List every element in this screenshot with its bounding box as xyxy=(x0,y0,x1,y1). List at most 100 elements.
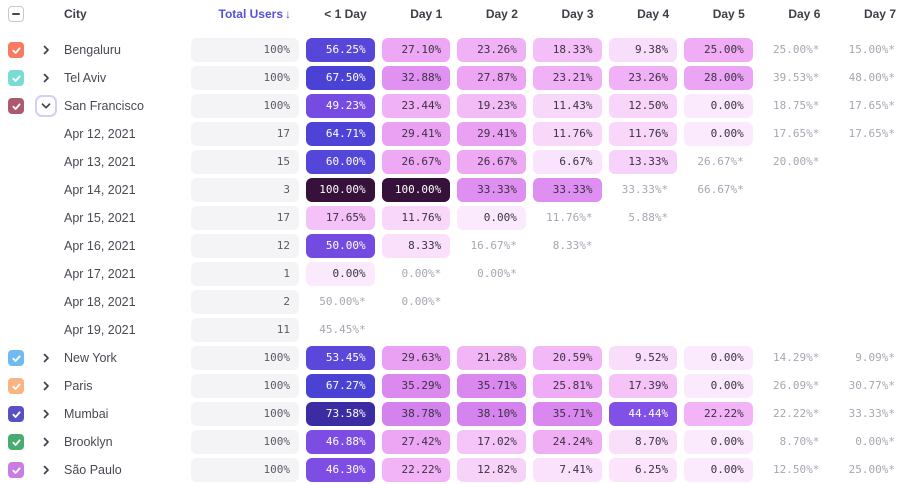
row-checkbox[interactable] xyxy=(8,70,24,86)
row-checkbox[interactable] xyxy=(8,42,24,58)
retention-cell[interactable]: 20.59% xyxy=(532,346,602,370)
retention-cell[interactable]: 35.29% xyxy=(381,374,451,398)
retention-cell[interactable]: 0.00% xyxy=(457,206,526,230)
column-header-day-3[interactable]: Day 3 xyxy=(561,7,594,21)
retention-cell[interactable]: 0.00% xyxy=(306,262,375,286)
retention-cell[interactable]: 32.88% xyxy=(381,66,451,90)
retention-cell[interactable]: 53.45% xyxy=(306,346,375,370)
retention-cell[interactable]: 28.00% xyxy=(684,66,753,90)
retention-cell[interactable]: 13.33% xyxy=(608,150,678,174)
retention-cell[interactable]: 33.33% xyxy=(457,178,526,202)
select-all-checkbox[interactable] xyxy=(8,6,24,22)
retention-cell[interactable]: 46.30% xyxy=(306,458,375,482)
retention-cell[interactable]: 17.39% xyxy=(608,374,678,398)
retention-cell[interactable]: 8.33% xyxy=(381,234,451,258)
retention-cell[interactable]: 11.76% xyxy=(608,122,678,146)
retention-cell[interactable]: 11.76% xyxy=(381,206,451,230)
retention-cell[interactable]: 60.00% xyxy=(306,150,375,174)
retention-cell[interactable]: 64.71% xyxy=(306,122,375,146)
retention-cell[interactable]: 67.50% xyxy=(306,66,375,90)
retention-cell[interactable]: 44.44% xyxy=(608,402,678,426)
retention-cell[interactable]: 19.23% xyxy=(457,94,526,118)
retention-cell[interactable]: 0.00% xyxy=(684,374,753,398)
retention-cell[interactable]: 17.02% xyxy=(457,430,526,454)
retention-cell[interactable]: 25.81% xyxy=(532,374,602,398)
retention-cell[interactable]: 0.00% xyxy=(684,430,753,454)
retention-cell[interactable]: 67.27% xyxy=(306,374,375,398)
retention-cell[interactable]: 22.22% xyxy=(684,402,753,426)
retention-cell[interactable]: 29.63% xyxy=(381,346,451,370)
chevron-right-icon[interactable] xyxy=(36,376,56,396)
retention-cell[interactable]: 23.44% xyxy=(381,94,451,118)
chevron-right-icon[interactable] xyxy=(36,404,56,424)
retention-cell[interactable]: 73.58% xyxy=(306,402,375,426)
retention-cell[interactable]: 21.28% xyxy=(457,346,526,370)
chevron-right-icon[interactable] xyxy=(36,68,56,88)
column-header-day-4[interactable]: Day 4 xyxy=(637,7,670,21)
column-header-total-users[interactable]: Total Users ↓ xyxy=(191,7,299,21)
row-checkbox[interactable] xyxy=(8,406,24,422)
chevron-right-icon[interactable] xyxy=(36,460,56,480)
retention-cell[interactable]: 17.65% xyxy=(306,206,375,230)
retention-cell[interactable]: 33.33% xyxy=(532,178,602,202)
chevron-right-icon[interactable] xyxy=(36,348,56,368)
retention-cell[interactable]: 27.10% xyxy=(381,38,451,62)
retention-cell-estimate: 45.45%* xyxy=(319,323,366,336)
retention-cell[interactable]: 49.23% xyxy=(306,94,375,118)
retention-cell[interactable]: 38.10% xyxy=(457,402,526,426)
retention-cell[interactable]: 50.00% xyxy=(306,234,375,258)
chevron-right-icon[interactable] xyxy=(36,40,56,60)
retention-cell[interactable]: 0.00% xyxy=(684,346,753,370)
chevron-down-icon[interactable] xyxy=(35,95,57,117)
retention-cell[interactable]: 23.26% xyxy=(457,38,526,62)
retention-cell[interactable]: 27.87% xyxy=(457,66,526,90)
retention-cell[interactable]: 29.41% xyxy=(457,122,526,146)
retention-cell[interactable]: 56.25% xyxy=(306,38,375,62)
retention-cell[interactable]: 38.78% xyxy=(381,402,451,426)
row-checkbox[interactable] xyxy=(8,350,24,366)
row-checkbox[interactable] xyxy=(8,98,24,114)
retention-cell[interactable]: 26.67% xyxy=(381,150,451,174)
retention-cell[interactable]: 46.88% xyxy=(306,430,375,454)
retention-cell[interactable]: 7.41% xyxy=(532,458,602,482)
retention-cell[interactable]: 9.52% xyxy=(608,346,678,370)
chevron-right-icon[interactable] xyxy=(36,432,56,452)
row-checkbox[interactable] xyxy=(8,378,24,394)
retention-cell[interactable]: 26.67% xyxy=(457,150,526,174)
column-header-day-5[interactable]: Day 5 xyxy=(712,7,745,21)
retention-cell[interactable]: 12.50% xyxy=(608,94,678,118)
retention-cell[interactable]: 23.21% xyxy=(532,66,602,90)
retention-cell[interactable]: 11.76% xyxy=(532,122,602,146)
retention-cell[interactable]: 35.71% xyxy=(532,402,602,426)
retention-cell[interactable]: 8.70% xyxy=(608,430,678,454)
retention-cell[interactable]: 100.00% xyxy=(306,178,375,202)
table-row-date: Apr 12, 2021 17 64.71% 29.41% 29.41% 11.76%… xyxy=(0,120,920,148)
retention-cell[interactable]: 0.00% xyxy=(684,94,753,118)
retention-cell[interactable]: 24.24% xyxy=(532,430,602,454)
column-header-day-6[interactable]: Day 6 xyxy=(788,7,821,21)
total-users-pill: 100% xyxy=(191,346,299,370)
retention-cell[interactable]: 29.41% xyxy=(381,122,451,146)
retention-cell[interactable]: 12.82% xyxy=(457,458,526,482)
retention-cell[interactable]: 11.43% xyxy=(532,94,602,118)
column-header-day-1[interactable]: Day 1 xyxy=(410,7,443,21)
column-header-day-2[interactable]: Day 2 xyxy=(485,7,518,21)
retention-cell[interactable]: 23.26% xyxy=(608,66,678,90)
retention-cell[interactable]: 18.33% xyxy=(532,38,602,62)
retention-cell[interactable]: 22.22% xyxy=(381,458,451,482)
row-checkbox[interactable] xyxy=(8,434,24,450)
retention-cell[interactable]: 9.38% xyxy=(608,38,678,62)
retention-cell[interactable]: 6.25% xyxy=(608,458,678,482)
retention-cell[interactable]: 0.00% xyxy=(684,122,753,146)
column-header-city[interactable]: City xyxy=(64,7,87,21)
column-header-day-0[interactable]: < 1 Day xyxy=(324,7,367,21)
column-header-day-7[interactable]: Day 7 xyxy=(863,7,896,21)
retention-cell[interactable]: 0.00% xyxy=(684,458,753,482)
retention-cell[interactable]: 25.00% xyxy=(684,38,753,62)
total-users-pill: 100% xyxy=(191,430,299,454)
retention-cell[interactable]: 35.71% xyxy=(457,374,526,398)
retention-cell[interactable]: 100.00% xyxy=(381,178,451,202)
retention-cell[interactable]: 27.42% xyxy=(381,430,451,454)
row-checkbox[interactable] xyxy=(8,462,24,478)
retention-cell[interactable]: 6.67% xyxy=(532,150,602,174)
